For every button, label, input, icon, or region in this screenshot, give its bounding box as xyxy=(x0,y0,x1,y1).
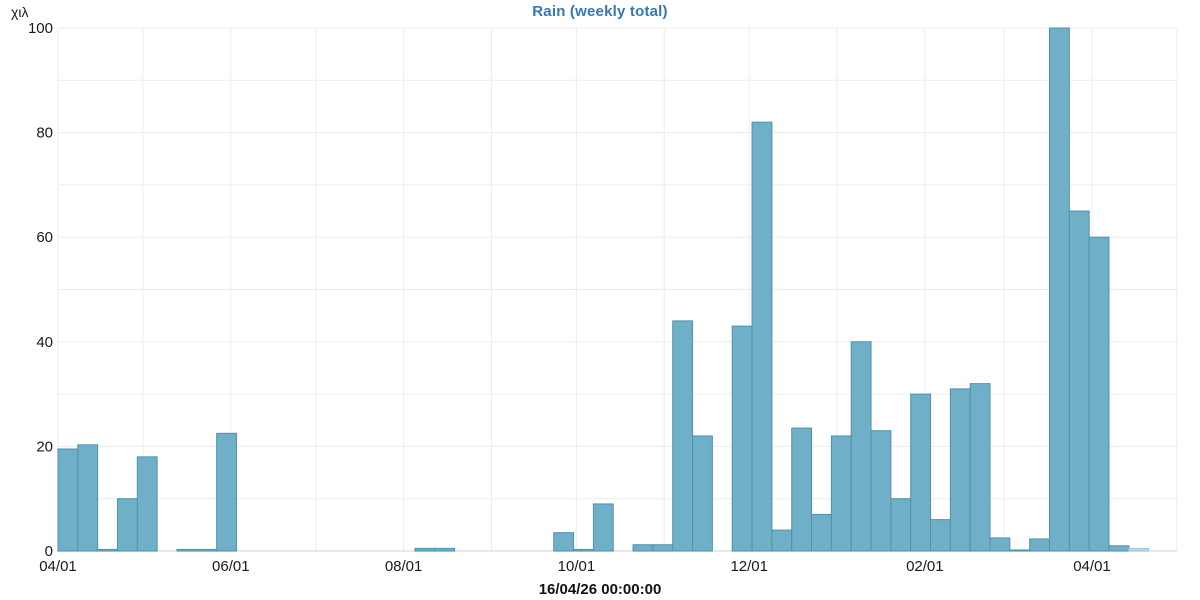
svg-text:04/01: 04/01 xyxy=(1073,558,1111,575)
svg-text:40: 40 xyxy=(36,334,53,351)
svg-text:10/01: 10/01 xyxy=(558,558,596,575)
svg-text:04/01: 04/01 xyxy=(39,558,77,575)
chart-title: Rain (weekly total) xyxy=(532,3,668,20)
svg-text:80: 80 xyxy=(36,125,53,142)
y-axis-unit-label: χιλ xyxy=(11,4,29,20)
svg-text:02/01: 02/01 xyxy=(906,558,944,575)
x-axis-current-datetime-label: 16/04/26 00:00:00 xyxy=(538,581,662,598)
svg-text:100: 100 xyxy=(28,20,53,37)
svg-text:12/01: 12/01 xyxy=(730,558,768,575)
svg-text:60: 60 xyxy=(36,229,53,246)
svg-text:20: 20 xyxy=(36,438,53,455)
svg-text:08/01: 08/01 xyxy=(385,558,423,575)
svg-text:0: 0 xyxy=(45,543,53,560)
svg-text:06/01: 06/01 xyxy=(212,558,250,575)
